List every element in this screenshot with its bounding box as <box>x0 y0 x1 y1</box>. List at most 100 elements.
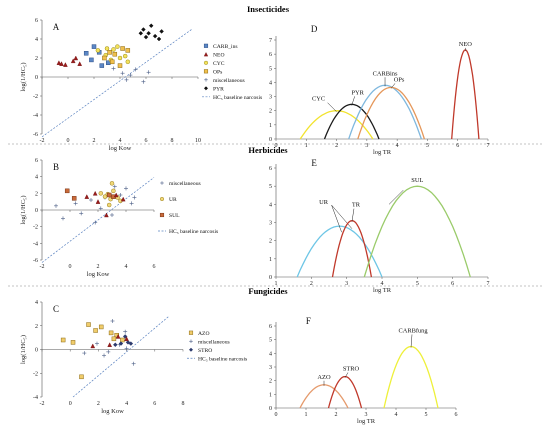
data-point-miscellaneous <box>93 220 98 225</box>
y-tick-label: -6 <box>33 258 38 264</box>
data-point-OPs <box>125 48 131 53</box>
y-tick-label: 4 <box>35 300 38 306</box>
data-point-triangle-red <box>124 336 129 342</box>
x-tick-label: 10 <box>195 138 201 144</box>
curve-label-PYR: PYR <box>351 89 364 96</box>
y-tick-label: -2 <box>33 225 38 231</box>
data-point-AZO <box>98 324 104 330</box>
data-point-miscellaneous <box>110 213 114 217</box>
x-tick-label: 5 <box>425 412 428 418</box>
curve-TR <box>331 220 373 278</box>
data-point-AZO <box>86 322 91 327</box>
data-point-NEO <box>70 58 76 64</box>
curve-label-AZO: AZO <box>317 374 331 381</box>
data-point-miscellaneous <box>131 361 136 366</box>
legend-label: CARB_ins <box>213 44 238 50</box>
x-tick-label: 2 <box>310 281 313 287</box>
section-title-insecticides: Insecticides <box>247 4 290 14</box>
curve-label-NEO: NEO <box>459 41 473 48</box>
y-tick-label: 3 <box>269 221 272 227</box>
y-tick-label: 6 <box>269 324 272 330</box>
x-tick-label: 0 <box>67 138 70 144</box>
baseline-narcosis-line <box>72 315 170 398</box>
data-point-PYR <box>159 29 164 34</box>
curve-UR <box>296 225 383 278</box>
legend-swatch-miscellaneous <box>189 339 193 344</box>
data-point-PYR <box>138 31 144 36</box>
data-point-CYC <box>95 48 101 53</box>
y-tick-label: 2 <box>35 324 38 330</box>
legend-label: HC₅ baseline narcosis <box>169 229 218 235</box>
legend-swatch-SUL <box>159 212 165 218</box>
data-point-AZO <box>60 337 66 343</box>
data-point-miscellaneous <box>120 71 125 76</box>
data-point-AZO <box>120 337 125 343</box>
curve-label-CARBins: CARBins <box>373 70 398 77</box>
data-point-SUL <box>64 188 70 194</box>
scatter-panel-B: -6 -4 -2 0 2 4 6 -2 0 2 4 6 log Kow log(1/HC₅) Bmiscel… <box>20 158 218 278</box>
y-tick-label: 1 <box>269 257 272 263</box>
y-tick-label: 2 <box>269 239 272 245</box>
x-tick-label: 7 <box>487 281 490 287</box>
x-tick-label: 1 <box>305 412 308 418</box>
legend-swatch-NEO <box>203 52 209 57</box>
annotation-leader <box>331 204 353 229</box>
data-point-miscellaneous <box>61 216 65 221</box>
y-tick-label: 1 <box>269 123 272 129</box>
data-point-OPs <box>120 46 125 51</box>
data-point-OPs <box>109 59 115 65</box>
data-point-miscellaneous <box>111 66 116 71</box>
annotation-leader <box>388 189 404 205</box>
legend-label: AZO <box>198 331 210 337</box>
legend-swatch-CYC <box>203 60 209 65</box>
legend-label: miscellaneous <box>213 78 245 84</box>
legend-label: miscellaneous <box>169 181 201 187</box>
y-tick-label: 5 <box>269 184 272 190</box>
data-point-miscellaneous <box>89 198 93 202</box>
x-tick-label: 2 <box>335 412 338 418</box>
data-point-CYC <box>115 44 120 49</box>
data-point-miscellaneous <box>94 341 99 346</box>
data-point-PYR <box>141 27 146 32</box>
baseline-narcosis-line <box>41 29 192 138</box>
data-point-NEO <box>63 62 68 67</box>
legend-swatch-PYR <box>203 86 209 91</box>
y-tick-label: 2 <box>269 379 272 385</box>
x-tick-label: 3 <box>365 412 368 418</box>
data-point-STRO <box>113 342 118 348</box>
y-tick-label: 0 <box>35 75 38 81</box>
data-point-PYR <box>146 31 151 36</box>
x-tick-label: 5 <box>416 281 419 287</box>
legend-label: STRO <box>198 348 212 354</box>
annotation-leader <box>344 372 349 378</box>
data-point-triangle-red <box>120 196 126 202</box>
curve-label-STRO: STRO <box>343 366 360 373</box>
legend-swatch-miscellaneous <box>204 78 208 82</box>
annotation-leader <box>331 205 342 233</box>
legend-label: NEO <box>213 52 225 58</box>
curve-label-CYC: CYC <box>312 96 325 103</box>
y-tick-label: 6 <box>269 166 272 172</box>
y-tick-label: 6 <box>35 158 38 164</box>
data-point-NEO <box>56 60 62 65</box>
data-point-OPs <box>117 63 123 68</box>
x-tick-label: 0 <box>69 401 72 407</box>
x-tick-label: 1 <box>305 143 308 149</box>
x-tick-label: 8 <box>182 401 185 407</box>
legend-swatch-OPs <box>203 69 209 74</box>
panel-letter: F <box>306 316 311 326</box>
data-point-UR <box>98 191 104 196</box>
data-point-miscellaneous <box>54 203 58 208</box>
annotation-leader <box>351 96 355 106</box>
curve-NEO <box>451 49 480 140</box>
panel-letter: D <box>311 24 318 34</box>
y-axis-label: log(1/HC₅) <box>20 335 27 364</box>
y-tick-label: -2 <box>33 371 38 377</box>
data-point-STRO <box>118 341 124 346</box>
data-point-miscellaneous <box>129 201 134 206</box>
distribution-panel-F: 0 1 2 3 4 5 6 0 1 2 3 4 5 6 log TR F AZO STRO CARBfung <box>269 316 458 425</box>
data-point-miscellaneous <box>98 206 103 211</box>
annotation-leader <box>390 83 396 89</box>
y-tick-label: 4 <box>35 37 38 43</box>
curve-CYC <box>299 110 374 140</box>
